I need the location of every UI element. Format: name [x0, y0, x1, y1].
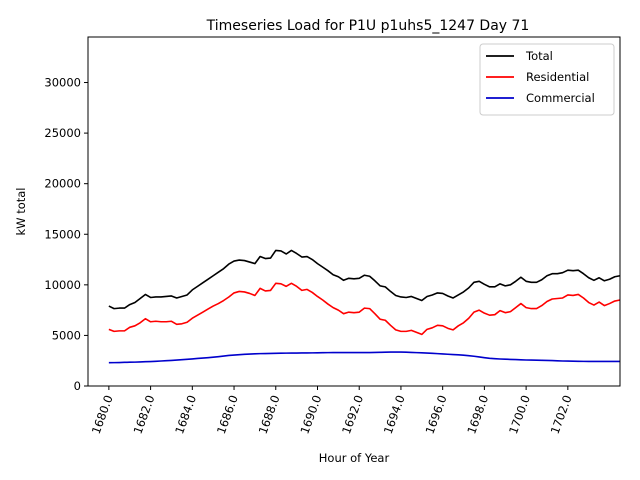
series-layer	[108, 249, 621, 364]
x-tick-label: 1690.0	[297, 393, 324, 436]
y-axis: 0 5000 10000 15000 20000 25000 30000	[44, 76, 88, 393]
x-tick-label: 1686.0	[214, 393, 241, 436]
x-tick-label: 1702.0	[548, 393, 575, 436]
y-tick-label: 25000	[44, 126, 81, 140]
x-tick-label: 1696.0	[423, 393, 450, 436]
series-line-residential	[108, 282, 621, 336]
plot-frame	[87, 36, 621, 387]
legend: Total Residential Commercial	[479, 43, 615, 116]
y-axis-label: kW total	[14, 188, 28, 236]
legend-label-total: Total	[525, 49, 553, 63]
y-tick-label: 15000	[44, 227, 81, 241]
y-tick-label: 0	[74, 379, 81, 393]
y-tick-label: 10000	[44, 278, 81, 292]
x-tick-label: 1684.0	[172, 393, 199, 436]
x-tick-label: 1680.0	[89, 393, 116, 436]
x-tick-label: 1688.0	[256, 393, 283, 436]
x-axis: 1680.0 1682.0 1684.0 1686.0 1688.0 1690.0 1692…	[89, 386, 575, 436]
y-tick-label: 20000	[44, 177, 81, 191]
x-tick-label: 1700.0	[506, 393, 533, 436]
y-tick-label: 5000	[52, 328, 81, 342]
y-tick-label: 30000	[44, 76, 81, 90]
x-axis-label: Hour of Year	[319, 451, 390, 465]
series-line-commercial	[108, 351, 620, 364]
x-tick-label: 1682.0	[130, 393, 157, 436]
chart-title: Timeseries Load for P1U p1uhs5_1247 Day …	[206, 18, 530, 34]
series-line-total	[108, 249, 621, 310]
legend-label-commercial: Commercial	[526, 91, 595, 105]
legend-label-residential: Residential	[526, 70, 589, 84]
x-tick-label: 1698.0	[464, 393, 491, 436]
x-tick-label: 1692.0	[339, 393, 366, 436]
x-tick-label: 1694.0	[381, 393, 408, 436]
